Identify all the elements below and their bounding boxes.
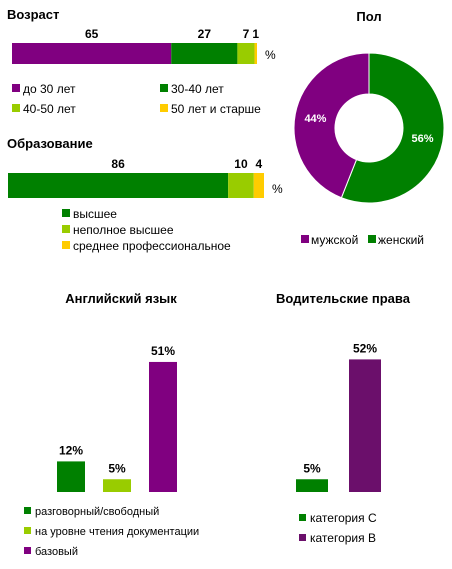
gender-legend-label: женский (378, 233, 424, 247)
license-legend-swatch (299, 534, 306, 541)
gender-slice-label: 44% (304, 113, 326, 125)
english-bar-label: 5% (108, 461, 126, 475)
education-legend-label: неполное высшее (73, 223, 174, 237)
education-value-label: 4 (256, 157, 263, 171)
education-unit-label: % (272, 182, 283, 196)
education-value-label: 86 (111, 157, 125, 171)
gender-legend-swatch (368, 235, 376, 243)
age-bar-segment (12, 43, 172, 64)
age-title: Возраст (7, 7, 59, 22)
license-legend-label: категория В (310, 531, 376, 545)
license-bar-label: 52% (353, 341, 377, 355)
license-legend-swatch (299, 514, 306, 521)
education-legend-swatch (62, 225, 70, 233)
education-legend-swatch (62, 209, 70, 217)
education-value-label: 10 (234, 157, 248, 171)
age-legend-swatch (160, 84, 168, 92)
english-legend-swatch (24, 547, 31, 554)
license-title: Водительские права (276, 291, 411, 306)
english-legend-label: базовый (35, 546, 78, 558)
english-title: Английский язык (65, 291, 177, 306)
age-legend-swatch (12, 84, 20, 92)
age-value-label: 65 (85, 27, 99, 41)
gender-legend-label: мужской (311, 233, 358, 247)
age-legend-label: 40-50 лет (23, 102, 76, 116)
education-bar-segment (228, 173, 254, 198)
age-legend-swatch (12, 104, 20, 112)
gender-slice-label: 56% (412, 133, 434, 145)
age-legend-label: 50 лет и старше (171, 102, 261, 116)
english-bar (149, 361, 177, 492)
age-value-label: 7 (243, 27, 250, 41)
english-bar-label: 51% (151, 344, 175, 358)
age-bar-segment (171, 43, 238, 64)
age-legend-label: 30-40 лет (171, 82, 224, 96)
education-title: Образование (7, 136, 93, 151)
license-bar (296, 479, 328, 492)
age-bar-segment (237, 43, 255, 64)
age-chart: Возраст 65 27 7 1% до 30 лет 30-40 лет 40-50 ле… (7, 7, 276, 116)
english-bar (57, 461, 85, 492)
english-legend-swatch (24, 507, 31, 514)
education-legend-label: высшее (73, 207, 117, 221)
age-legend-label: до 30 лет (23, 82, 76, 96)
gender-slice (340, 52, 445, 204)
english-legend-label: на уровне чтения документации (35, 526, 199, 538)
age-value-label: 27 (198, 27, 212, 41)
english-legend-label: разговорный/свободный (35, 506, 159, 518)
age-value-label: 1 (252, 27, 259, 41)
education-bar-segment (8, 173, 229, 198)
age-legend-swatch (160, 104, 168, 112)
english-bar-label: 12% (59, 443, 83, 457)
age-bar-segment (254, 43, 257, 64)
education-bar-segment (253, 173, 264, 198)
gender-legend-swatch (301, 235, 309, 243)
license-bar-label: 5% (303, 461, 321, 475)
gender-slice (293, 52, 370, 199)
gender-chart: Пол 56% 44% мужской женский (293, 9, 445, 247)
license-chart: Водительские права 5% 52% категория С катего… (276, 291, 411, 545)
english-chart: Английский язык 12% 5% 51% разговорный/свобо… (24, 291, 199, 558)
education-legend-label: среднее профессиональное (73, 239, 231, 253)
education-legend-swatch (62, 241, 70, 249)
english-legend-swatch (24, 527, 31, 534)
age-unit-label: % (265, 48, 276, 62)
education-chart: Образование 86 10 4% высшее неполное высшее ср… (7, 136, 283, 253)
gender-title: Пол (356, 9, 381, 24)
english-bar (103, 479, 131, 492)
license-bar (349, 359, 381, 492)
license-legend-label: категория С (310, 511, 377, 525)
